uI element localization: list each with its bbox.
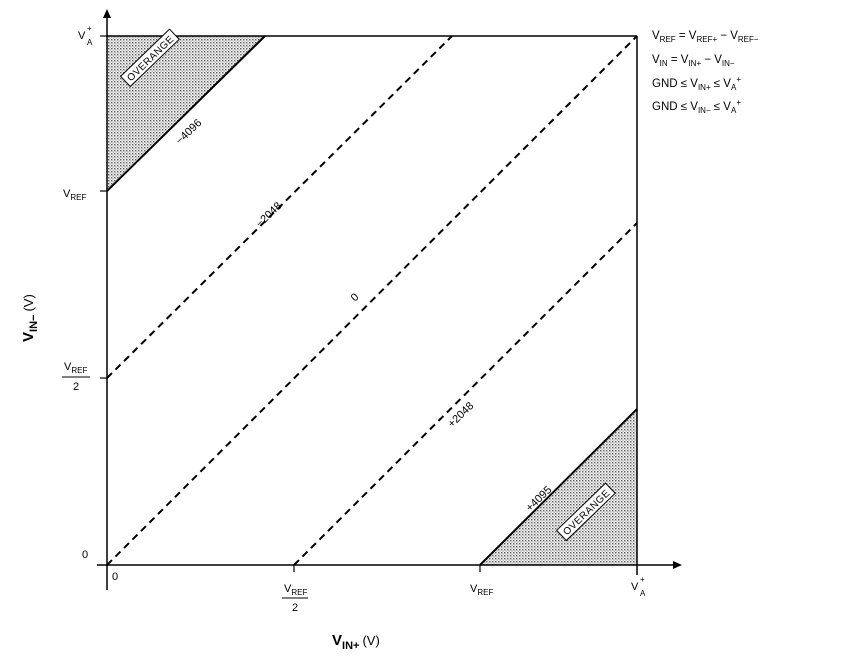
svg-text:2: 2	[73, 381, 79, 393]
legend-line-1: VREF = VREF+ − VREF−	[652, 30, 759, 44]
y-tick-label-zero: 0	[82, 549, 88, 561]
svg-text:+: +	[87, 24, 92, 33]
svg-text:V: V	[631, 581, 639, 593]
x-tick-label-vref: VREF	[470, 583, 493, 597]
svg-text:+: +	[640, 575, 645, 584]
label-zero: 0	[349, 291, 362, 304]
svg-text:VREF: VREF	[64, 361, 87, 375]
y-tick-label-vref: VREF	[63, 188, 86, 202]
x-tick-label-zero: 0	[112, 571, 118, 583]
x-tick-label-va: V + A	[631, 575, 646, 598]
legend-line-3: GND ≤ VIN+ ≤ VA+	[652, 75, 741, 92]
legend-line-4: GND ≤ VIN− ≤ VA+	[652, 98, 741, 115]
label-minus2048: −2048	[254, 200, 285, 230]
legend-line-2: VIN = VIN+ − VIN−	[652, 54, 735, 68]
line-minus4096	[106, 35, 266, 192]
x-axis-title: VIN+ (V)	[332, 632, 380, 652]
x-axis-arrow	[673, 561, 682, 569]
svg-text:A: A	[87, 38, 93, 47]
svg-text:VREF: VREF	[284, 583, 307, 597]
y-tick-label-va: V + A	[78, 24, 93, 47]
y-tick-label-vref-half: VREF 2	[62, 361, 90, 393]
line-plus4095	[479, 408, 638, 566]
y-axis-title: VIN−(V)	[20, 294, 40, 342]
line-minus2048	[106, 35, 453, 379]
svg-text:2: 2	[292, 602, 298, 614]
line-zero	[106, 35, 638, 566]
x-tick-label-vref-half: VREF 2	[282, 583, 308, 614]
label-plus2048: +2048	[446, 400, 477, 430]
svg-text:V: V	[78, 30, 86, 42]
svg-text:A: A	[640, 589, 646, 598]
y-axis-arrow	[103, 9, 111, 18]
line-plus2048	[293, 222, 638, 566]
